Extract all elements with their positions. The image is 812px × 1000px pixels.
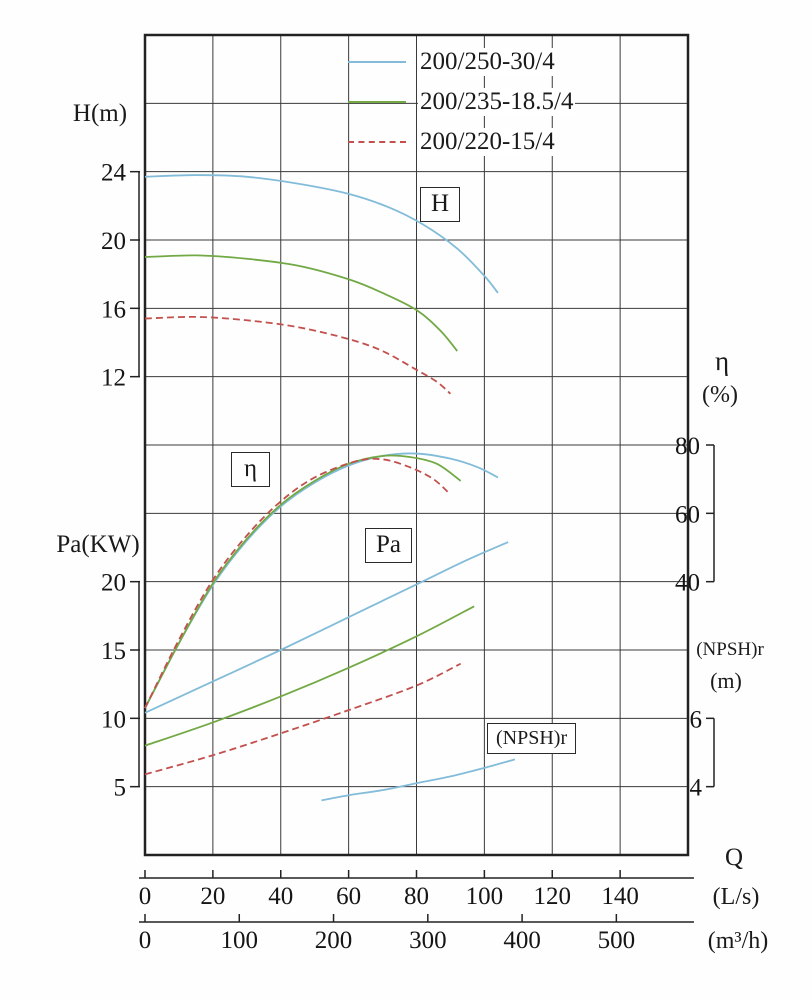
legend-item: 200/220-15/4	[348, 122, 575, 162]
eta-scale	[706, 444, 715, 583]
curve-Pa-200/235-18.5/4	[144, 605, 475, 747]
curve-H-200/250-30/4	[144, 174, 499, 294]
h-curves-label: H	[420, 187, 461, 222]
tick-label: 6	[690, 706, 703, 733]
tick-label: 80	[675, 433, 700, 460]
legend: 200/250-30/4 200/235-18.5/4 200/220-15/4	[348, 42, 576, 162]
tick-label: 400	[503, 927, 541, 954]
eta-axis-title: η	[714, 346, 730, 376]
curve-Pa-200/220-15/4	[144, 662, 462, 776]
Pa-scale	[130, 580, 140, 788]
curve-H-200/220-15/4	[144, 315, 452, 395]
legend-item: 200/250-30/4	[348, 42, 575, 82]
m3h-unit-label: (m³/h)	[707, 928, 769, 954]
tick-label: 140	[601, 883, 639, 910]
npsh-axis-title: (NPSH)r	[696, 639, 764, 660]
tick-label: 100	[221, 927, 259, 954]
curve-eta-200/235-18.5/4	[144, 454, 462, 709]
plot-border	[143, 33, 690, 857]
tick-label: 16	[101, 296, 126, 323]
tick-label: 200	[315, 927, 353, 954]
tick-label: 20	[101, 228, 126, 255]
pa-curves-label: Pa	[365, 528, 412, 563]
legend-label: 200/250-30/4	[418, 48, 557, 76]
tick-label: 120	[534, 883, 572, 910]
curve-H-200/235-18.5/4	[144, 254, 458, 352]
tick-label: 10	[101, 706, 126, 733]
curve-NPSHr-200/250-30/4	[321, 758, 516, 802]
eta-axis-unit: (%)	[702, 382, 738, 408]
tick-label: 80	[404, 883, 429, 910]
npsh-axis-unit: (m)	[710, 668, 742, 693]
legend-line-sample	[348, 61, 406, 63]
curve-Pa-200/250-30/4	[144, 541, 509, 714]
tick-label: 12	[101, 365, 126, 392]
curve-eta-200/220-15/4	[144, 457, 452, 709]
legend-line-sample	[348, 141, 406, 143]
h-axis-title: H(m)	[72, 100, 128, 127]
tick-label: 100	[466, 883, 504, 910]
tick-label: 20	[101, 570, 126, 597]
npsh-scale	[706, 717, 715, 788]
legend-label: 200/220-15/4	[418, 128, 557, 156]
curve-eta-200/250-30/4	[144, 452, 499, 709]
tick-label: 60	[675, 501, 700, 528]
tick-label: 300	[409, 927, 447, 954]
tick-label: 24	[101, 160, 127, 187]
legend-line-sample	[348, 101, 406, 103]
legend-label: 200/235-18.5/4	[418, 88, 576, 116]
tick-label: 20	[200, 883, 225, 910]
tick-label: 0	[139, 883, 152, 910]
npsh-curves-label: (NPSH)r	[487, 723, 577, 754]
pa-axis-title: Pa(KW)	[56, 531, 140, 558]
tick-label: 4	[690, 775, 703, 802]
tick-label: 40	[268, 883, 293, 910]
tick-label: 60	[336, 883, 361, 910]
eta-curves-label: η	[231, 452, 271, 487]
legend-item: 200/235-18.5/4	[348, 82, 576, 122]
tick-label: 15	[101, 638, 126, 665]
q-axis-title: Q	[724, 844, 744, 871]
H-scale	[130, 170, 140, 378]
tick-label: 40	[675, 570, 700, 597]
ls-unit-label: (L/s)	[712, 884, 760, 910]
tick-label: 5	[114, 775, 127, 802]
tick-label: 500	[598, 927, 636, 954]
tick-label: 0	[139, 927, 152, 954]
x-rulers	[139, 870, 694, 923]
